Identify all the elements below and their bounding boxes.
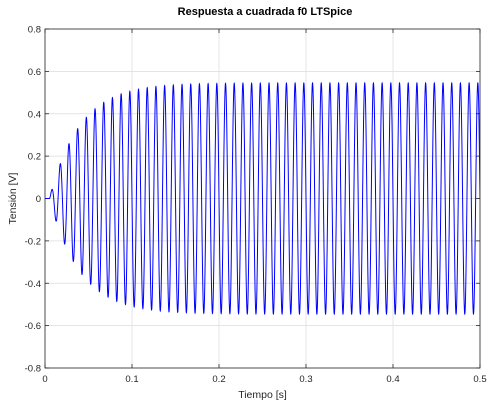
y-tick-label: -0.8 [25,364,41,375]
series-line [45,81,480,316]
y-axis-label: Tensión [V] [7,172,19,224]
chart-title: Respuesta a cuadrada f0 LTSpice [178,6,353,18]
x-tick-label: 0.4 [386,374,399,385]
y-tick-label: 0.6 [28,67,41,78]
x-tick-label: 0.3 [299,374,312,385]
plot-frame [44,28,481,369]
x-tick-label: 0.5 [473,374,486,385]
x-tick-label: 0.2 [212,374,225,385]
y-tick-label: 0.8 [28,25,41,36]
x-tick-label: 0.1 [125,374,138,385]
y-tick-label: -0.2 [25,236,41,247]
y-tick-label: -0.6 [25,321,41,332]
y-tick-label: -0.4 [25,279,41,290]
x-tick-label: 0 [42,374,47,385]
y-tick-label: 0.4 [28,109,41,120]
y-tick-label: 0 [36,194,41,205]
y-tick-label: 0.2 [28,152,41,163]
x-axis: 0 0.1 0.2 0.3 0.4 0.5 [42,29,487,385]
x-axis-label: Tiempo [s] [238,389,287,401]
y-axis: -0.8 -0.6 -0.4 -0.2 0 0.2 0.4 0.6 0.8 [25,25,480,375]
